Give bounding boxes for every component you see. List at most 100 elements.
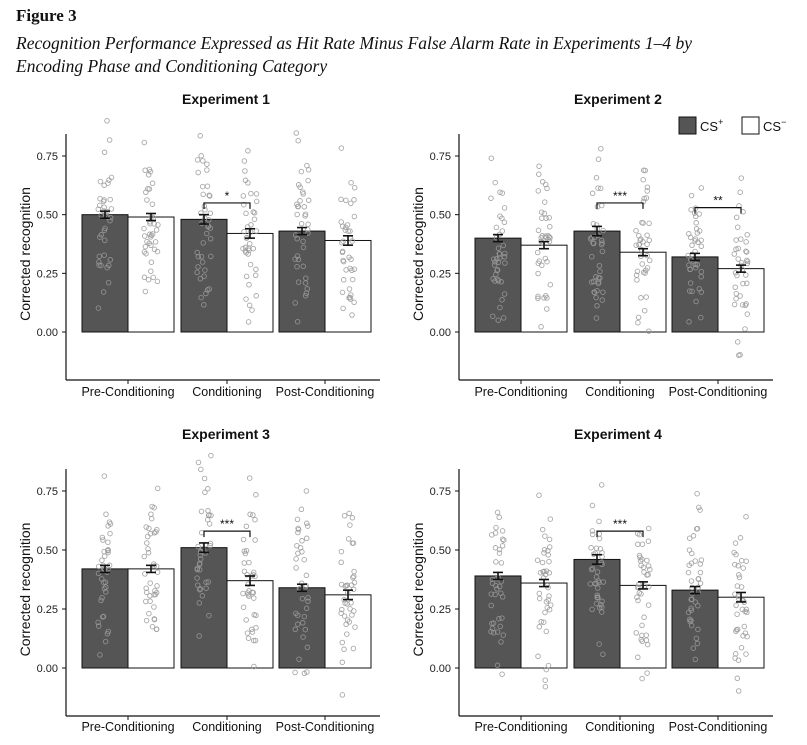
data-point [694,640,701,647]
data-point [95,623,102,629]
data-point [240,193,247,199]
data-point [499,671,505,677]
data-point [740,633,746,639]
data-point [544,295,550,301]
bar [520,244,568,333]
data-point [698,314,704,321]
data-point [295,529,301,536]
data-point [497,213,503,219]
data-point [643,195,650,201]
data-point [101,473,108,479]
data-point [141,139,148,146]
data-point [338,610,344,616]
data-point [295,621,301,627]
data-point [494,586,500,592]
error-bar [146,564,156,574]
data-point [737,189,743,195]
data-point [642,270,648,276]
data-point [197,586,204,592]
data-point [100,537,106,543]
data-point [101,204,107,210]
data-point [338,548,345,555]
y-axis-label: Corrected recognition [410,523,426,657]
data-point [539,526,546,533]
data-point [542,677,548,683]
data-point [99,594,105,601]
data-point [348,179,354,186]
data-point [198,508,205,515]
data-point [694,262,701,268]
data-point [687,234,694,241]
data-point [685,252,691,259]
data-point [305,598,311,605]
data-point [499,615,505,621]
data-point [732,540,739,546]
data-point [489,620,495,627]
data-point [195,253,202,260]
y-tick-label: 0.00 [430,327,451,339]
x-tick-label: Post-Conditioning [669,385,768,399]
data-point [201,302,207,308]
data-point [545,584,551,591]
data-point [339,606,345,613]
data-point [492,179,498,186]
bar [671,589,719,669]
data-point [685,609,692,616]
data-point [697,569,704,576]
data-point [101,553,108,559]
data-point [686,562,692,568]
data-point [349,312,355,318]
data-point [641,569,647,575]
data-point [499,594,506,600]
data-point [599,598,605,605]
data-point [345,228,351,234]
data-point [739,302,746,308]
data-point [304,669,310,675]
data-point [141,274,148,281]
data-point [241,228,247,235]
data-point [102,579,109,585]
data-point [107,530,113,537]
data-point [733,628,739,634]
data-point [97,234,103,240]
data-point [247,511,253,518]
data-point [300,189,306,195]
data-point [253,293,259,299]
data-point [688,596,694,603]
data-point [240,590,246,597]
data-point [104,264,110,271]
data-point [633,630,640,636]
data-point [199,259,206,265]
bar [520,582,568,669]
data-point [499,528,506,534]
data-point [636,590,643,596]
significance-label: ** [713,194,723,208]
data-point [341,512,348,519]
data-point [538,209,545,215]
data-point [646,583,652,590]
data-point [594,592,601,599]
error-bar [493,571,503,581]
data-point [496,514,502,521]
data-point [106,137,113,143]
data-point [688,617,694,624]
data-point [293,556,299,562]
data-point [293,565,299,571]
data-point [490,629,497,636]
data-point [738,644,745,651]
data-point [692,264,699,271]
data-point [201,475,208,482]
data-point [351,579,358,586]
data-point [738,236,744,242]
data-point [539,179,546,185]
data-point [695,626,701,633]
data-point [294,318,301,325]
data-point [202,267,208,273]
y-tick-label: 0.25 [430,604,451,616]
error-bar [736,264,746,273]
data-point [734,583,741,589]
data-point [731,549,737,556]
data-point [493,271,499,278]
data-point [95,305,102,311]
data-point [496,251,503,257]
